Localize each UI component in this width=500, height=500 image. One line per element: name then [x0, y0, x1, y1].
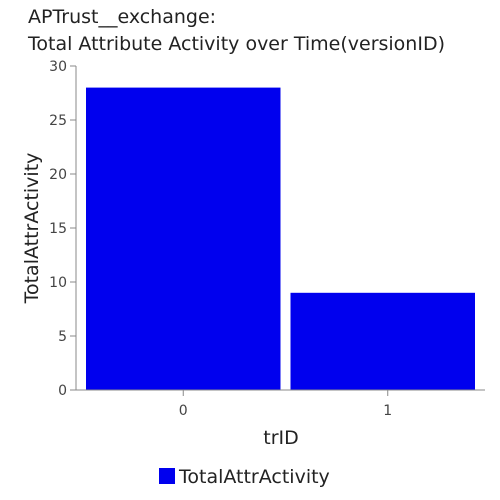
y-tick-label-15: 15	[49, 221, 67, 237]
chart-title-line-1: APTrust__exchange:	[28, 6, 217, 28]
x-tick-label-0: 0	[179, 403, 188, 419]
bar-1	[290, 292, 475, 390]
legend: TotalAttrActivity	[159, 466, 330, 488]
legend-label: TotalAttrActivity	[178, 466, 330, 488]
x-axis-title: trID	[263, 427, 299, 449]
y-tick-label-25: 25	[49, 113, 67, 129]
y-tick-label-5: 5	[58, 329, 67, 345]
chart-title-line-2: Total Attribute Activity over Time(versi…	[28, 33, 445, 55]
y-tick-label-10: 10	[49, 275, 67, 291]
y-tick-label-20: 20	[49, 167, 67, 183]
x-tick-label-1: 1	[383, 403, 392, 419]
bar-0	[86, 87, 281, 390]
y-tick-label-0: 0	[58, 383, 67, 399]
y-axis-title: TotalAttrActivity	[21, 153, 43, 305]
y-tick-label-30: 30	[49, 59, 67, 75]
legend-swatch	[159, 468, 175, 484]
